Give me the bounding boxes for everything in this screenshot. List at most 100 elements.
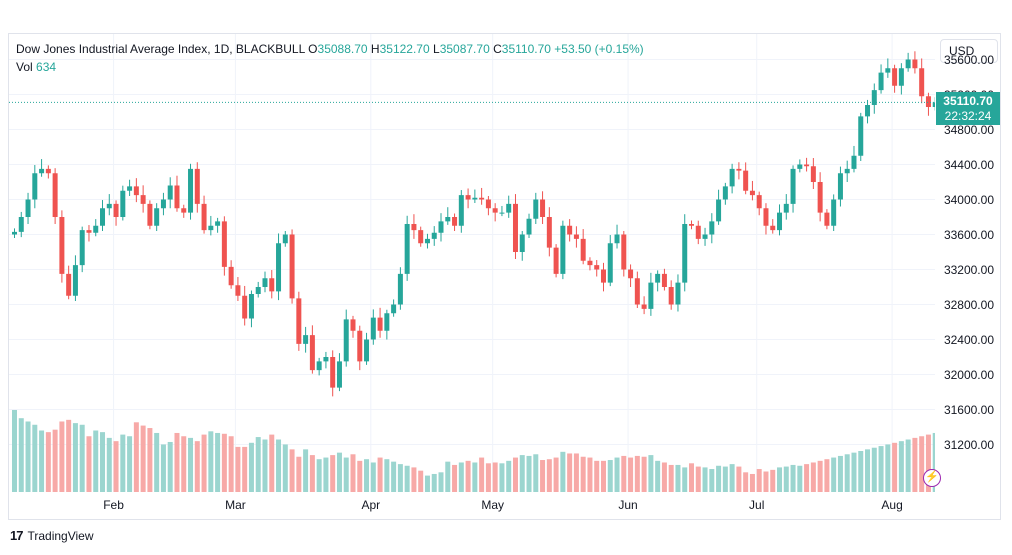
volume-bar <box>682 467 688 492</box>
candle-body <box>370 317 376 340</box>
volume-bar <box>309 455 315 492</box>
volume-bar <box>560 451 566 492</box>
volume-bar <box>397 464 403 492</box>
candle-body <box>661 273 667 287</box>
candle-body <box>255 287 261 294</box>
candle-body <box>729 168 735 187</box>
candle-body <box>45 168 51 174</box>
volume-bar <box>147 428 153 492</box>
volume-bar <box>194 441 200 492</box>
candle-body <box>682 224 688 283</box>
volume-bar <box>607 460 613 492</box>
volume-bar <box>181 436 187 492</box>
candle-body <box>113 203 119 217</box>
volume-bar <box>133 422 139 492</box>
y-tick-label: 34800.00 <box>943 122 994 137</box>
volume-bar <box>810 462 816 492</box>
y-tick-label: 34400.00 <box>943 157 994 172</box>
candle-body <box>479 197 485 200</box>
volume-bar <box>248 442 254 492</box>
volume-bar <box>641 456 647 492</box>
candle-body <box>282 234 288 244</box>
volume-bar <box>357 460 363 492</box>
time-axis[interactable]: Feb Mar Apr May Jun Jul Aug <box>9 492 935 519</box>
volume-bar <box>628 457 634 492</box>
x-tick-label: Jul <box>749 498 765 512</box>
legend-high: 35122.70 <box>379 42 430 56</box>
candle-body <box>350 319 356 331</box>
volume-bar <box>79 424 85 492</box>
candle-body <box>709 221 715 235</box>
candle-body <box>188 168 194 213</box>
volume-bar <box>790 464 796 492</box>
candle-body <box>804 164 810 167</box>
candle-body <box>154 208 160 226</box>
candle-body <box>194 168 200 204</box>
candle-body <box>309 335 315 371</box>
candle-body <box>533 199 539 219</box>
volume-bar <box>208 431 214 492</box>
candle-body <box>526 218 532 235</box>
candle-body <box>546 217 552 248</box>
volume-bar <box>472 462 478 492</box>
candle-body <box>86 230 92 233</box>
volume-bar <box>844 454 850 492</box>
volume-bar <box>668 464 674 492</box>
volume-bar <box>553 457 559 492</box>
candle-body <box>675 282 681 305</box>
lightning-icon[interactable]: ⚡ <box>923 469 941 487</box>
volume-bar <box>86 436 92 492</box>
candle-body <box>25 199 31 217</box>
y-tick-label: 32800.00 <box>943 297 994 312</box>
volume-bar <box>912 437 918 492</box>
candle-body <box>553 247 559 274</box>
volume-bar <box>837 455 843 492</box>
volume-bar <box>499 463 505 492</box>
candle-body <box>262 278 268 287</box>
candle-body <box>93 225 99 233</box>
candle-body <box>722 186 728 200</box>
volume-bar <box>736 466 742 492</box>
candle-body <box>316 361 322 371</box>
candle-body <box>797 164 803 169</box>
volume-bar <box>594 460 600 492</box>
candle-body <box>607 243 613 283</box>
volume-bar <box>479 457 485 492</box>
candle-body <box>844 168 850 174</box>
candle-body <box>323 357 329 362</box>
candle-body <box>215 221 221 226</box>
volume-bar <box>716 465 722 492</box>
legend-ohlc-row: Dow Jones Industrial Average Index, 1D, … <box>16 40 644 58</box>
volume-bar <box>905 439 911 492</box>
candle-body <box>127 186 133 191</box>
candlestick-chart[interactable] <box>9 34 935 492</box>
candle-body <box>506 203 512 213</box>
candle-body <box>221 221 227 267</box>
volume-bar <box>438 472 444 492</box>
legend-volume-row: Vol 634 <box>16 58 644 76</box>
volume-bar <box>729 464 735 492</box>
volume-bar <box>675 464 681 492</box>
currency-selector[interactable]: USD <box>940 39 998 63</box>
candle-body <box>492 208 498 213</box>
legend-vol-label: Vol <box>16 60 33 74</box>
candle-body <box>465 195 471 200</box>
candle-body <box>573 234 579 239</box>
candle-body <box>634 278 640 305</box>
volume-bar <box>580 456 586 492</box>
tradingview-brand[interactable]: 17 TradingView <box>10 528 94 543</box>
volume-bar <box>452 464 458 492</box>
volume-bar <box>709 469 715 492</box>
candle-body <box>831 199 837 226</box>
volume-bar <box>919 436 925 492</box>
chart-plot-area[interactable] <box>9 34 935 492</box>
volume-bar <box>370 462 376 492</box>
volume-bar <box>39 430 45 492</box>
candle-body <box>621 234 627 270</box>
candle-body <box>614 234 620 244</box>
candle-body <box>289 234 295 299</box>
candle-body <box>580 238 586 261</box>
volume-bar <box>763 471 769 492</box>
volume-bar <box>783 466 789 492</box>
volume-bar <box>749 473 755 492</box>
